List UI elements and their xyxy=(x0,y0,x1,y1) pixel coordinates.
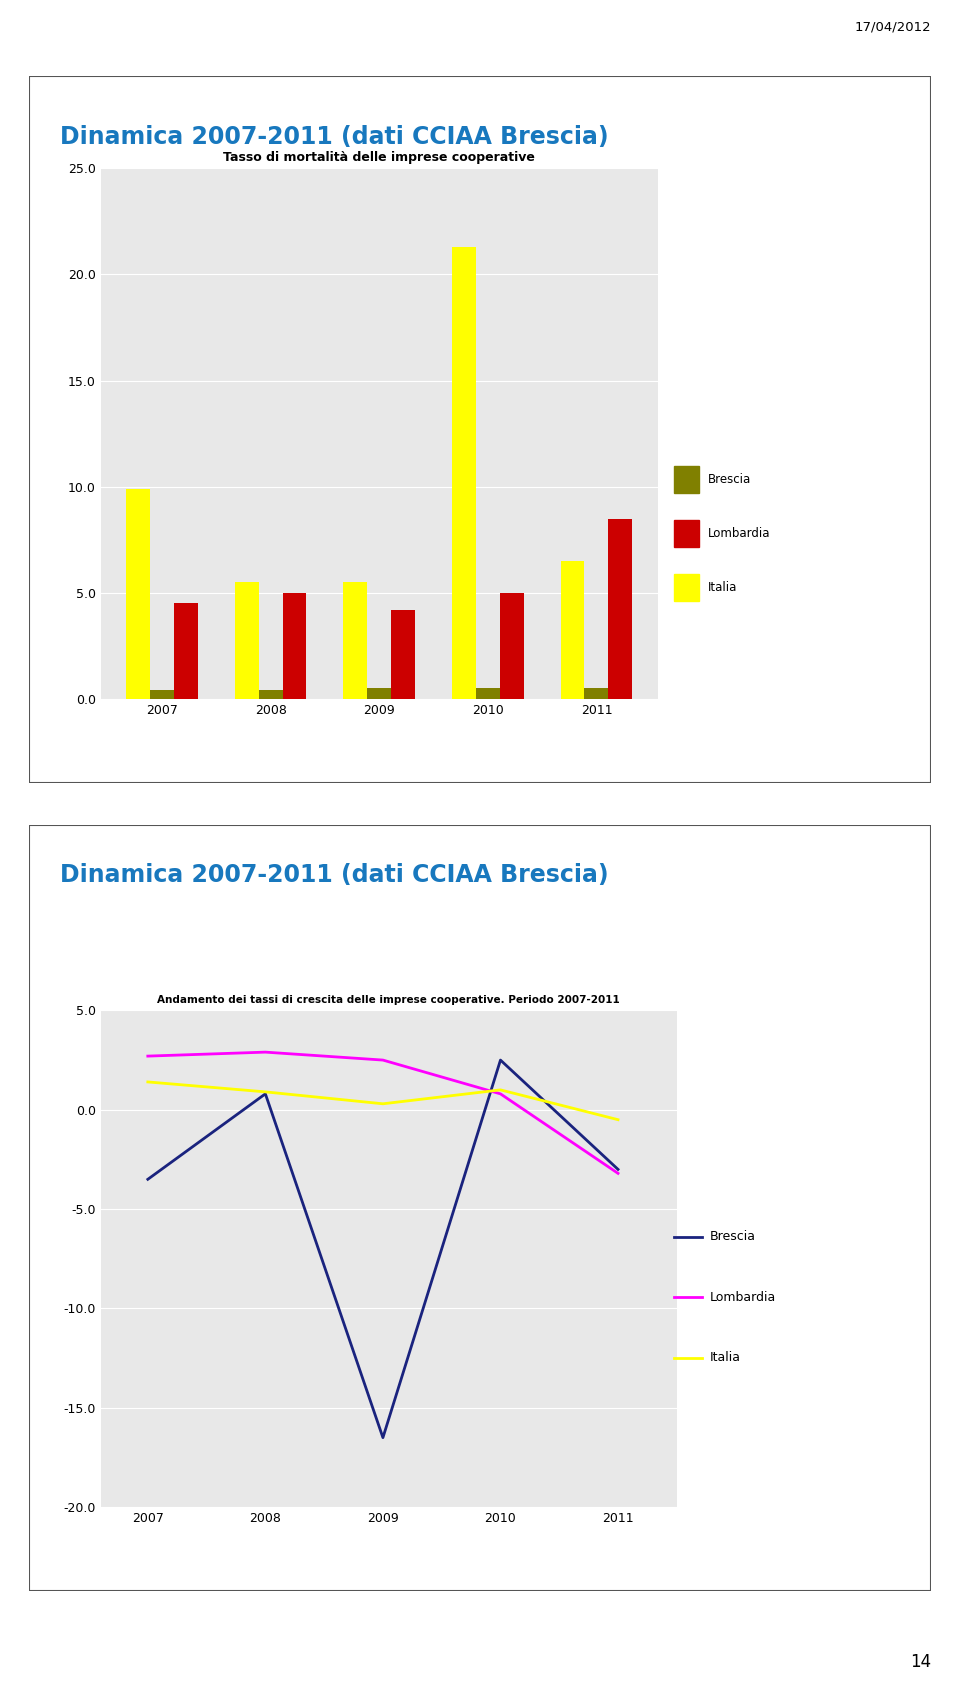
Bar xyxy=(258,690,282,699)
Text: Italia: Italia xyxy=(708,581,737,594)
Text: Dinamica 2007-2011 (dati CCIAA Brescia): Dinamica 2007-2011 (dati CCIAA Brescia) xyxy=(60,125,609,150)
Bar xyxy=(150,690,174,699)
FancyBboxPatch shape xyxy=(29,825,931,1591)
Bar xyxy=(452,248,476,699)
Text: Italia: Italia xyxy=(710,1352,741,1364)
FancyBboxPatch shape xyxy=(29,76,931,783)
Bar xyxy=(674,520,700,547)
Text: Brescia: Brescia xyxy=(710,1231,756,1243)
Bar xyxy=(609,519,633,699)
Text: Brescia: Brescia xyxy=(708,473,751,487)
Bar xyxy=(282,593,306,699)
Bar xyxy=(561,561,585,699)
Text: 14: 14 xyxy=(910,1652,931,1671)
Text: 17/04/2012: 17/04/2012 xyxy=(854,20,931,34)
Text: Dinamica 2007-2011 (dati CCIAA Brescia): Dinamica 2007-2011 (dati CCIAA Brescia) xyxy=(60,864,609,887)
Bar xyxy=(368,689,391,699)
Bar xyxy=(674,574,700,601)
Bar xyxy=(674,466,700,493)
Bar xyxy=(391,610,415,699)
Bar xyxy=(174,603,198,699)
Text: Lombardia: Lombardia xyxy=(708,527,771,541)
Bar xyxy=(126,488,150,699)
Bar xyxy=(344,583,368,699)
Title: Tasso di mortalità delle imprese cooperative: Tasso di mortalità delle imprese coopera… xyxy=(224,152,535,165)
Bar xyxy=(235,583,258,699)
Bar xyxy=(585,689,609,699)
Title: Andamento dei tassi di crescita delle imprese cooperative. Periodo 2007-2011: Andamento dei tassi di crescita delle im… xyxy=(157,995,620,1005)
Bar xyxy=(500,593,523,699)
Bar xyxy=(476,689,500,699)
Text: Lombardia: Lombardia xyxy=(710,1292,777,1303)
